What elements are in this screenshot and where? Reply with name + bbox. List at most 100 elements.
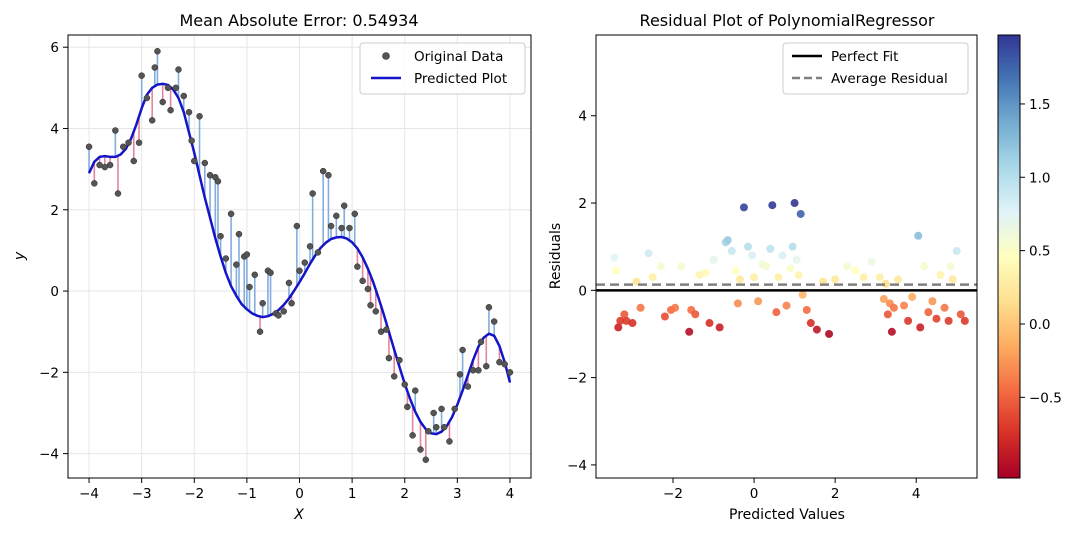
residual-point-71 (914, 231, 923, 240)
original-data-point-87 (464, 383, 472, 390)
right-y-tick-label-2: 0 (578, 283, 587, 299)
left-chart-predicted-line (87, 82, 512, 436)
right-chart-legend: Perfect Fit Average Residual (782, 42, 969, 95)
original-data-point-17 (164, 84, 172, 92)
original-data-point-34 (235, 230, 243, 238)
original-data-point-75 (412, 387, 419, 394)
residual-point-78 (940, 303, 949, 312)
right-chart-title: Residual Plot of PolynomialRegressor (640, 11, 935, 30)
original-data-point-82 (440, 423, 448, 431)
residual-point-36 (762, 262, 771, 271)
original-data-point-31 (222, 255, 230, 262)
original-data-point-62 (354, 263, 361, 270)
original-data-point-90 (477, 338, 485, 346)
colorbar-tick-label-0: −0.5 (1029, 390, 1062, 406)
original-data-point-37 (246, 283, 253, 291)
residual-point-72 (916, 323, 925, 332)
residual-point-12 (660, 312, 669, 321)
right-chart-legend-box (782, 42, 969, 95)
original-data-point-12 (143, 94, 151, 102)
residual-point-59 (867, 257, 876, 266)
original-data-point-79 (430, 409, 437, 417)
right-y-tick-label-1: −2 (567, 371, 587, 387)
residual-point-10 (648, 273, 657, 282)
residual-point-73 (920, 262, 929, 271)
residual-point-0 (610, 253, 619, 262)
residual-point-67 (893, 275, 902, 284)
left-x-tick-label-7: 3 (453, 486, 462, 502)
colorbar-tick-label-3: 1.0 (1029, 170, 1050, 186)
original-data-point-44 (275, 312, 282, 319)
original-data-point-74 (409, 432, 416, 439)
original-data-point-85 (456, 371, 464, 378)
original-data-point-23 (188, 137, 195, 144)
residual-point-77 (936, 271, 945, 280)
left-x-tick-label-3: −1 (237, 486, 257, 502)
legend-average-residual-label: Average Residual (831, 71, 948, 87)
colorbar-tick-label-2: 0.5 (1029, 244, 1050, 260)
residual-point-84 (960, 316, 969, 325)
residual-point-27 (731, 266, 740, 275)
residual-point-34 (754, 297, 763, 306)
original-data-point-22 (185, 108, 193, 116)
residual-point-9 (644, 249, 653, 258)
left-chart-legend-box (359, 42, 526, 95)
right-chart-y-label: Residuals (548, 223, 564, 289)
residual-point-74 (924, 308, 933, 317)
left-chart-ticks: −4 −3 −2 −1 0 1 2 3 4 −4 −2 0 2 4 6 (39, 40, 514, 502)
residual-point-4 (620, 310, 629, 319)
original-data-point-59 (340, 202, 348, 209)
original-data-point-65 (367, 302, 374, 309)
residual-point-15 (677, 262, 686, 271)
left-x-tick-label-6: 2 (400, 486, 409, 502)
residual-point-81 (948, 275, 957, 284)
left-chart-legend: Original Data Predicted Plot (359, 42, 526, 95)
original-data-point-11 (138, 72, 145, 79)
residual-point-14 (671, 303, 680, 312)
right-chart-plot-frame (595, 34, 978, 479)
residual-point-82 (952, 247, 961, 256)
residual-point-79 (944, 316, 953, 325)
left-chart-data-points (85, 48, 514, 463)
left-x-tick-label-5: 1 (348, 486, 357, 502)
left-chart: Mean Absolute Error: 0.54934 −4 −3 −2 −1 0 1 2… (12, 11, 532, 523)
original-data-point-96 (506, 369, 514, 376)
original-data-point-10 (135, 139, 143, 146)
original-data-point-55 (325, 171, 332, 179)
original-data-point-24 (191, 157, 198, 165)
residual-point-47 (794, 271, 803, 280)
left-y-tick-label-4: 4 (50, 121, 59, 137)
left-chart-title: Mean Absolute Error: 0.54934 (179, 11, 418, 30)
original-data-point-15 (154, 48, 161, 55)
legend-original-data-label: Original Data (414, 49, 503, 65)
left-x-tick-label-1: −3 (132, 486, 152, 502)
residual-point-60 (875, 273, 884, 282)
right-x-tick-label-2: 2 (831, 486, 840, 502)
right-x-tick-label-0: −2 (663, 486, 683, 502)
left-x-tick-label-4: 0 (295, 486, 304, 502)
original-data-point-71 (396, 356, 403, 364)
residual-point-38 (768, 201, 777, 210)
residual-point-40 (774, 273, 783, 282)
original-data-point-66 (372, 308, 380, 315)
original-data-point-9 (130, 157, 138, 165)
original-data-point-93 (490, 318, 498, 325)
legend-original-data-marker (382, 52, 390, 60)
residual-point-41 (778, 251, 787, 260)
original-data-point-54 (319, 167, 327, 175)
original-data-point-47 (288, 299, 295, 307)
residual-point-45 (790, 199, 799, 208)
right-chart: Residual Plot of PolynomialRegressor −2 0… (548, 11, 978, 523)
original-data-point-92 (485, 304, 493, 311)
original-data-point-26 (201, 159, 209, 167)
residual-point-46 (792, 255, 801, 264)
original-data-point-89 (475, 367, 482, 374)
colorbar-ticks: −0.5 0.0 0.5 1.0 1.5 (1020, 97, 1062, 406)
left-x-tick-label-0: −4 (79, 486, 99, 502)
original-data-point-84 (451, 405, 458, 413)
residual-point-21 (705, 319, 714, 328)
residual-point-26 (727, 247, 736, 256)
left-y-tick-label-3: 2 (50, 203, 59, 219)
original-data-point-78 (425, 428, 432, 435)
residual-point-3 (616, 316, 625, 325)
